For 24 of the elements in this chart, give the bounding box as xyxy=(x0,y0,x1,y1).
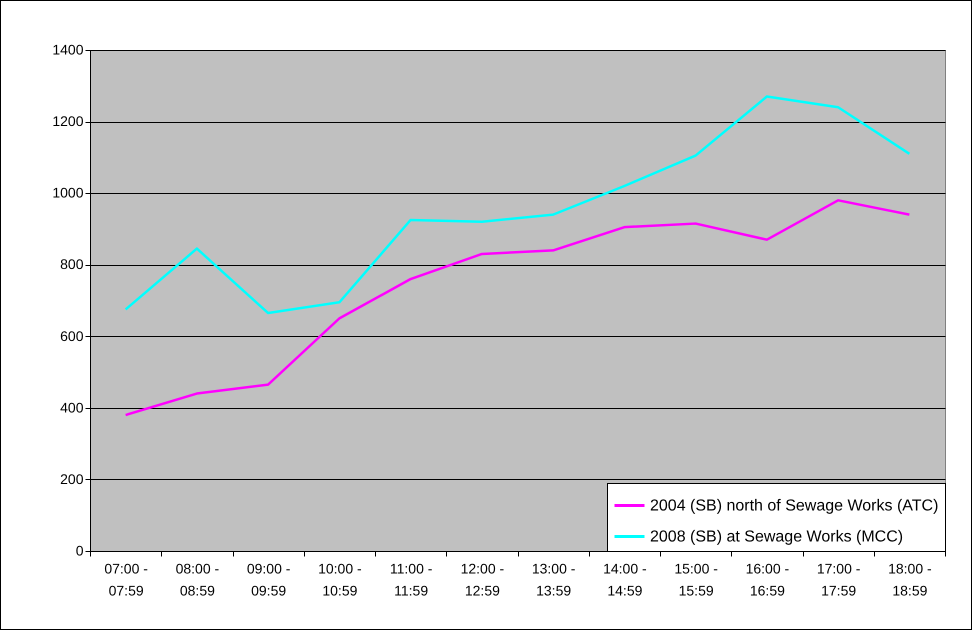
y-tick-label: 600 xyxy=(60,328,84,344)
y-tick-label: 1400 xyxy=(52,42,84,58)
y-tick-label: 1200 xyxy=(52,113,84,130)
x-tick-label: 11:00 - 11:59 xyxy=(390,560,433,598)
x-tick-label: 17:00 - 17:59 xyxy=(816,560,861,598)
x-tick-label: 15:00 - 15:59 xyxy=(674,560,718,598)
x-tick-label: 10:00 - 10:59 xyxy=(318,560,362,598)
x-tick-label: 09:00 - 09:59 xyxy=(246,560,291,598)
y-tick-label: 0 xyxy=(76,542,84,558)
y-tick-label: 800 xyxy=(60,256,84,272)
y-tick-label: 400 xyxy=(60,399,84,416)
legend-label: 2008 (SB) at Sewage Works (MCC) xyxy=(650,528,904,546)
legend-label: 2004 (SB) north of Sewage Works (ATC) xyxy=(650,498,938,514)
x-tick-label: 16:00 - 16:59 xyxy=(746,560,790,598)
x-tick-label: 13:00 - 13:59 xyxy=(532,560,576,598)
x-tick-label: 08:00 - 08:59 xyxy=(176,560,220,598)
y-tick-label: 200 xyxy=(60,470,84,487)
x-tick-label: 12:00 - 12:59 xyxy=(460,560,504,598)
x-tick-label: 14:00 - 14:59 xyxy=(603,560,647,598)
x-tick-label: 07:00 - 07:59 xyxy=(104,560,148,598)
line-series xyxy=(124,95,911,314)
line-series xyxy=(124,199,911,416)
y-tick-label: 1000 xyxy=(52,184,84,201)
x-tick-label: 18:00 - 18:59 xyxy=(888,560,932,598)
